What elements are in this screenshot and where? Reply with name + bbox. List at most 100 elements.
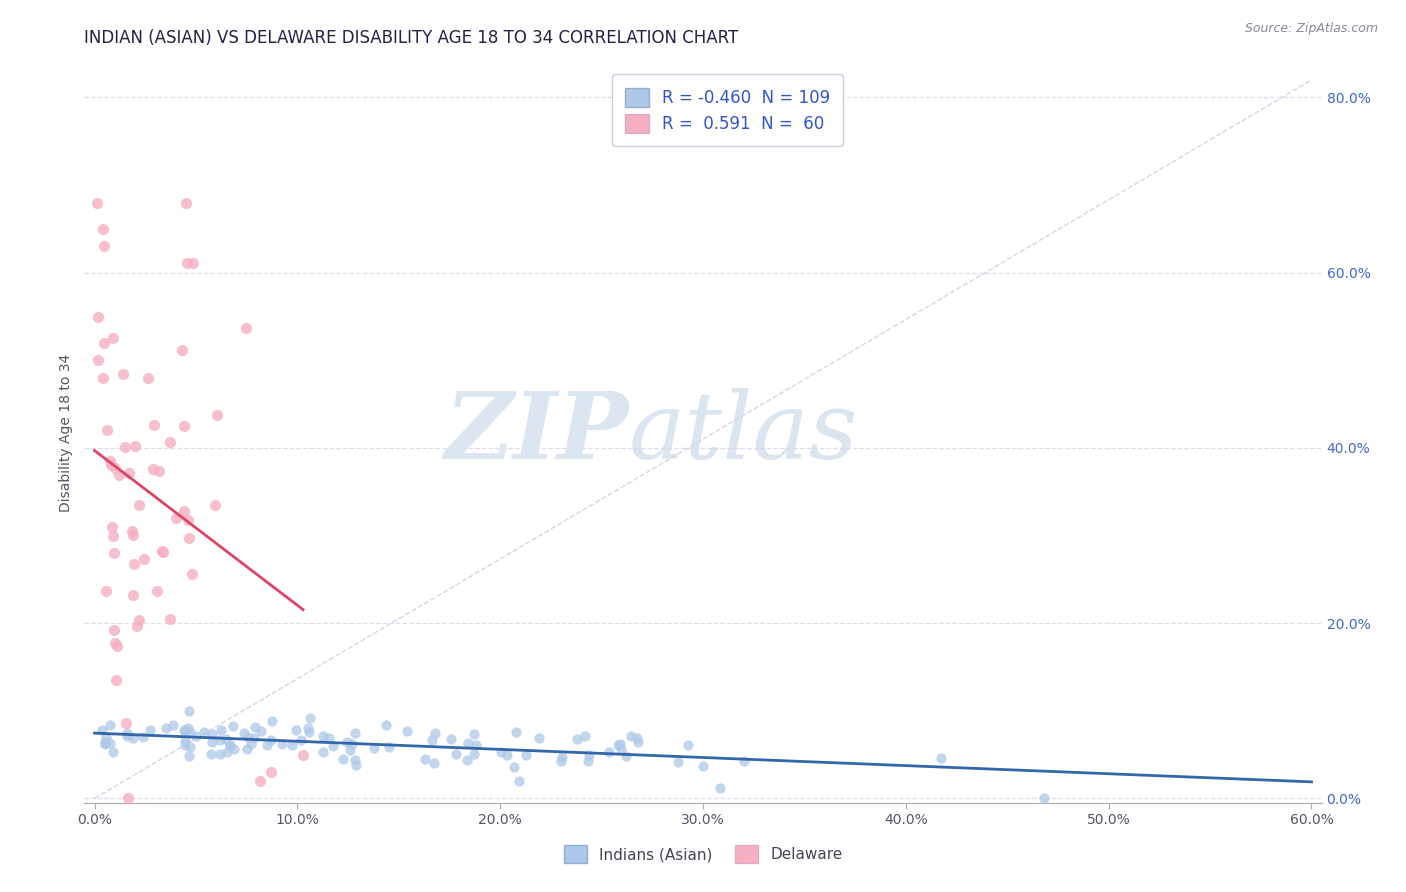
Point bbox=[290, 733, 312, 747]
Point bbox=[423, 756, 446, 770]
Point bbox=[100, 736, 122, 750]
Point bbox=[174, 195, 197, 210]
Point bbox=[243, 720, 266, 734]
Point bbox=[142, 418, 165, 433]
Point bbox=[260, 714, 283, 729]
Point bbox=[174, 724, 197, 739]
Point bbox=[177, 513, 200, 527]
Point bbox=[132, 730, 155, 744]
Point bbox=[457, 736, 479, 750]
Point bbox=[550, 754, 572, 768]
Text: INDIAN (ASIAN) VS DELAWARE DISABILITY AGE 18 TO 34 CORRELATION CHART: INDIAN (ASIAN) VS DELAWARE DISABILITY AG… bbox=[84, 29, 738, 47]
Point bbox=[235, 321, 257, 335]
Point bbox=[413, 752, 436, 766]
Point bbox=[150, 544, 173, 558]
Point bbox=[503, 760, 526, 774]
Point bbox=[322, 739, 344, 753]
Point bbox=[215, 731, 238, 746]
Point bbox=[463, 747, 485, 761]
Point bbox=[94, 738, 117, 752]
Point bbox=[148, 464, 170, 478]
Point bbox=[489, 745, 512, 759]
Point bbox=[565, 732, 588, 747]
Point bbox=[124, 439, 146, 453]
Point bbox=[425, 726, 447, 740]
Point bbox=[179, 704, 201, 718]
Point bbox=[496, 748, 519, 763]
Point bbox=[285, 723, 308, 737]
Point bbox=[204, 498, 226, 512]
Point bbox=[101, 528, 124, 542]
Point bbox=[692, 758, 714, 772]
Point bbox=[162, 717, 184, 731]
Point bbox=[420, 732, 443, 747]
Point bbox=[118, 467, 141, 481]
Point bbox=[363, 740, 385, 755]
Point bbox=[396, 724, 419, 739]
Point bbox=[173, 504, 195, 518]
Point bbox=[193, 725, 215, 739]
Point bbox=[260, 765, 283, 780]
Point bbox=[174, 734, 197, 748]
Point bbox=[96, 424, 118, 438]
Point bbox=[332, 752, 354, 766]
Point bbox=[218, 739, 240, 753]
Point bbox=[115, 730, 138, 744]
Point bbox=[98, 453, 121, 467]
Point bbox=[344, 726, 367, 740]
Point bbox=[235, 741, 257, 756]
Point bbox=[508, 774, 530, 789]
Point bbox=[101, 745, 124, 759]
Point bbox=[209, 747, 232, 761]
Point bbox=[177, 531, 200, 545]
Point bbox=[86, 310, 108, 324]
Point bbox=[574, 729, 596, 743]
Point bbox=[173, 723, 195, 737]
Point bbox=[91, 222, 114, 236]
Point bbox=[249, 724, 271, 739]
Point bbox=[122, 731, 145, 745]
Point bbox=[709, 781, 731, 796]
Point bbox=[598, 745, 620, 759]
Point bbox=[616, 749, 638, 764]
Point bbox=[91, 723, 114, 737]
Point bbox=[626, 731, 648, 745]
Point bbox=[155, 721, 177, 735]
Point bbox=[297, 721, 319, 735]
Point bbox=[127, 619, 149, 633]
Point bbox=[515, 748, 537, 763]
Point bbox=[311, 729, 333, 743]
Point bbox=[281, 738, 304, 752]
Point bbox=[456, 753, 478, 767]
Point bbox=[339, 742, 361, 756]
Point bbox=[101, 331, 124, 345]
Point bbox=[93, 239, 115, 253]
Point bbox=[139, 723, 162, 737]
Point bbox=[103, 623, 125, 637]
Point bbox=[86, 195, 108, 210]
Point bbox=[121, 528, 143, 542]
Point bbox=[609, 738, 631, 752]
Point bbox=[94, 583, 117, 598]
Point bbox=[243, 731, 266, 745]
Point bbox=[238, 730, 260, 744]
Point bbox=[260, 732, 283, 747]
Point bbox=[104, 461, 127, 475]
Point bbox=[142, 462, 165, 476]
Point bbox=[159, 612, 181, 626]
Point bbox=[186, 729, 208, 743]
Point bbox=[105, 639, 128, 653]
Point bbox=[136, 371, 159, 385]
Point bbox=[271, 737, 294, 751]
Point bbox=[181, 256, 204, 270]
Point bbox=[298, 724, 321, 739]
Point bbox=[666, 755, 689, 769]
Point bbox=[145, 584, 167, 599]
Point bbox=[121, 588, 143, 602]
Point bbox=[232, 726, 254, 740]
Point bbox=[465, 738, 488, 752]
Point bbox=[344, 758, 367, 772]
Y-axis label: Disability Age 18 to 34: Disability Age 18 to 34 bbox=[59, 353, 73, 512]
Point bbox=[128, 614, 150, 628]
Point bbox=[176, 255, 198, 269]
